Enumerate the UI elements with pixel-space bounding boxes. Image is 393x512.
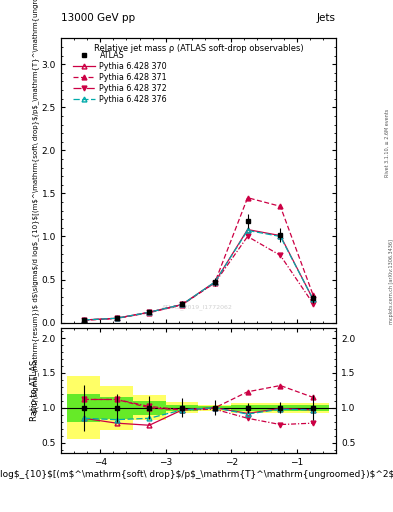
Pythia 6.428 371 [213, 280, 217, 286]
Pythia 6.428 370 [213, 279, 217, 285]
Text: ATLAS_2019_I1772062: ATLAS_2019_I1772062 [162, 305, 233, 310]
Pythia 6.428 376 [245, 227, 250, 233]
Pythia 6.428 370 [180, 302, 184, 308]
Text: Jets: Jets [317, 13, 336, 23]
Y-axis label: Ratio to ATLAS: Ratio to ATLAS [30, 360, 39, 421]
Pythia 6.428 371 [311, 292, 316, 298]
Text: Relative jet mass ρ (ATLAS soft-drop observables): Relative jet mass ρ (ATLAS soft-drop obs… [94, 44, 303, 53]
X-axis label: log$_{10}$[(m$^\mathrm{soft\ drop}$/p$_\mathrm{T}^\mathrm{ungroomed})$^2$]: log$_{10}$[(m$^\mathrm{soft\ drop}$/p$_\… [0, 470, 393, 479]
Pythia 6.428 371 [114, 315, 119, 322]
Pythia 6.428 372 [311, 301, 316, 307]
Pythia 6.428 372 [278, 252, 283, 259]
Y-axis label: $(1/\sigma_\mathrm{resum})$ d$\sigma$/d log$_{10}$[(m$^\mathrm{soft\ drop}$/p$_\: $(1/\sigma_\mathrm{resum})$ d$\sigma$/d … [32, 0, 39, 413]
Pythia 6.428 371 [147, 310, 152, 316]
Legend: ATLAS, Pythia 6.428 370, Pythia 6.428 371, Pythia 6.428 372, Pythia 6.428 376: ATLAS, Pythia 6.428 370, Pythia 6.428 37… [70, 48, 170, 106]
Pythia 6.428 376 [311, 296, 316, 303]
Pythia 6.428 371 [245, 195, 250, 201]
Pythia 6.428 376 [147, 309, 152, 315]
Pythia 6.428 372 [147, 309, 152, 315]
Text: Rivet 3.1.10, ≥ 2.6M events: Rivet 3.1.10, ≥ 2.6M events [385, 109, 389, 178]
Pythia 6.428 370 [81, 317, 86, 323]
Line: Pythia 6.428 370: Pythia 6.428 370 [81, 227, 316, 323]
Pythia 6.428 372 [213, 280, 217, 286]
Pythia 6.428 372 [114, 315, 119, 322]
Text: mcplots.cern.ch [arXiv:1306.3436]: mcplots.cern.ch [arXiv:1306.3436] [389, 239, 393, 324]
Pythia 6.428 372 [81, 317, 86, 323]
Pythia 6.428 376 [180, 302, 184, 308]
Line: Pythia 6.428 376: Pythia 6.428 376 [81, 228, 316, 323]
Pythia 6.428 371 [180, 302, 184, 308]
Pythia 6.428 370 [278, 232, 283, 239]
Pythia 6.428 376 [213, 279, 217, 285]
Text: 13000 GeV pp: 13000 GeV pp [61, 13, 135, 23]
Pythia 6.428 370 [311, 296, 316, 303]
Pythia 6.428 371 [81, 317, 86, 324]
Pythia 6.428 376 [278, 233, 283, 240]
Pythia 6.428 376 [81, 317, 86, 323]
Pythia 6.428 372 [180, 302, 184, 308]
Pythia 6.428 376 [114, 315, 119, 322]
Pythia 6.428 370 [114, 315, 119, 322]
Line: Pythia 6.428 371: Pythia 6.428 371 [81, 195, 316, 323]
Pythia 6.428 372 [245, 233, 250, 240]
Line: Pythia 6.428 372: Pythia 6.428 372 [81, 234, 316, 323]
Pythia 6.428 370 [245, 226, 250, 232]
Pythia 6.428 370 [147, 309, 152, 315]
Pythia 6.428 371 [278, 203, 283, 209]
